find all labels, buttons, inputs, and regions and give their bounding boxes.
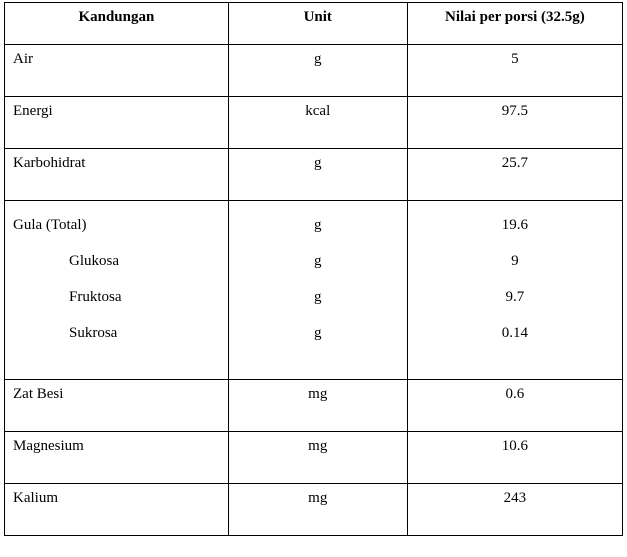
header-value: Nilai per porsi (32.5g) <box>407 3 622 45</box>
cell-value-sub: 9 <box>416 243 614 279</box>
cell-value: 0.6 <box>407 380 622 432</box>
cell-value: 25.7 <box>407 149 622 201</box>
cell-name: Gula (Total) Glukosa Fruktosa Sukrosa <box>5 201 229 380</box>
cell-value: 243 <box>407 484 622 536</box>
table-row: Air g 5 <box>5 45 623 97</box>
cell-name: Kalium <box>5 484 229 536</box>
cell-value: 10.6 <box>407 432 622 484</box>
cell-name: Zat Besi <box>5 380 229 432</box>
nutrition-table: Kandungan Unit Nilai per porsi (32.5g) A… <box>4 2 623 536</box>
cell-value: 19.6 9 9.7 0.14 <box>407 201 622 380</box>
cell-name: Air <box>5 45 229 97</box>
table-row: Zat Besi mg 0.6 <box>5 380 623 432</box>
cell-name: Energi <box>5 97 229 149</box>
cell-unit: kcal <box>228 97 407 149</box>
table-row: Gula (Total) Glukosa Fruktosa Sukrosa g … <box>5 201 623 380</box>
cell-unit: mg <box>228 484 407 536</box>
cell-unit-sub: g <box>237 279 399 315</box>
header-kandungan: Kandungan <box>5 3 229 45</box>
cell-value-sub: 0.14 <box>416 315 614 351</box>
header-unit: Unit <box>228 3 407 45</box>
table-row: Karbohidrat g 25.7 <box>5 149 623 201</box>
cell-name-main: Gula (Total) <box>13 207 220 243</box>
cell-unit: g <box>228 45 407 97</box>
table-row: Kalium mg 243 <box>5 484 623 536</box>
table-row: Magnesium mg 10.6 <box>5 432 623 484</box>
cell-unit: g <box>228 149 407 201</box>
cell-name-sub: Fruktosa <box>13 279 220 315</box>
cell-value: 97.5 <box>407 97 622 149</box>
cell-value: 5 <box>407 45 622 97</box>
cell-unit: mg <box>228 432 407 484</box>
table-row: Energi kcal 97.5 <box>5 97 623 149</box>
cell-value-sub: 9.7 <box>416 279 614 315</box>
cell-unit: mg <box>228 380 407 432</box>
cell-unit: g g g g <box>228 201 407 380</box>
table-header-row: Kandungan Unit Nilai per porsi (32.5g) <box>5 3 623 45</box>
cell-name-sub: Sukrosa <box>13 315 220 351</box>
cell-unit-main: g <box>237 207 399 243</box>
cell-name: Karbohidrat <box>5 149 229 201</box>
cell-name-sub: Glukosa <box>13 243 220 279</box>
cell-unit-sub: g <box>237 243 399 279</box>
cell-value-main: 19.6 <box>416 207 614 243</box>
cell-name: Magnesium <box>5 432 229 484</box>
cell-unit-sub: g <box>237 315 399 351</box>
